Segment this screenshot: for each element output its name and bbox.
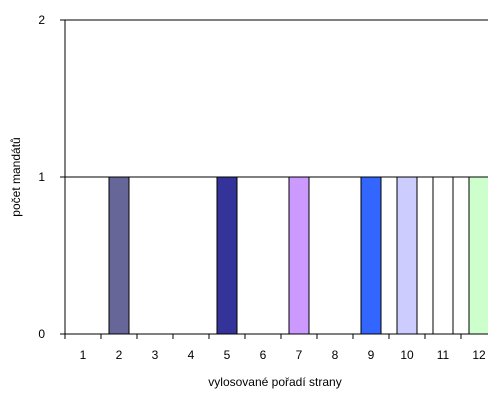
x-tick-label-5: 5: [224, 348, 231, 362]
bar-9: [360, 176, 382, 335]
axes: [60, 19, 488, 339]
x-tick-label-11: 11: [437, 348, 450, 362]
bar-11: [432, 176, 454, 335]
bar-5: [216, 176, 238, 335]
bar-7: [288, 176, 310, 335]
x-tick-label-4: 4: [188, 348, 195, 362]
bars: [108, 176, 488, 335]
x-tick-label-10: 10: [400, 348, 414, 362]
bar-12: [468, 176, 488, 335]
x-tick-label-8: 8: [332, 348, 339, 362]
x-tick-label-12: 12: [472, 348, 486, 362]
gridlines: [65, 19, 488, 178]
y-axis-title: počet mandátů: [9, 137, 23, 216]
bar-10: [396, 176, 418, 335]
x-tick-label-9: 9: [368, 348, 375, 362]
y-tick-label: 0: [38, 327, 45, 341]
y-tick-label: 2: [38, 13, 45, 27]
x-tick-label-2: 2: [116, 348, 123, 362]
x-axis-title: vylosované pořadí strany: [208, 375, 341, 389]
bar-2: [108, 176, 130, 335]
x-tick-label-1: 1: [80, 348, 87, 362]
x-tick-label-7: 7: [296, 348, 303, 362]
x-tick-label-6: 6: [260, 348, 267, 362]
y-tick-label: 1: [38, 170, 45, 184]
x-tick-label-3: 3: [152, 348, 159, 362]
